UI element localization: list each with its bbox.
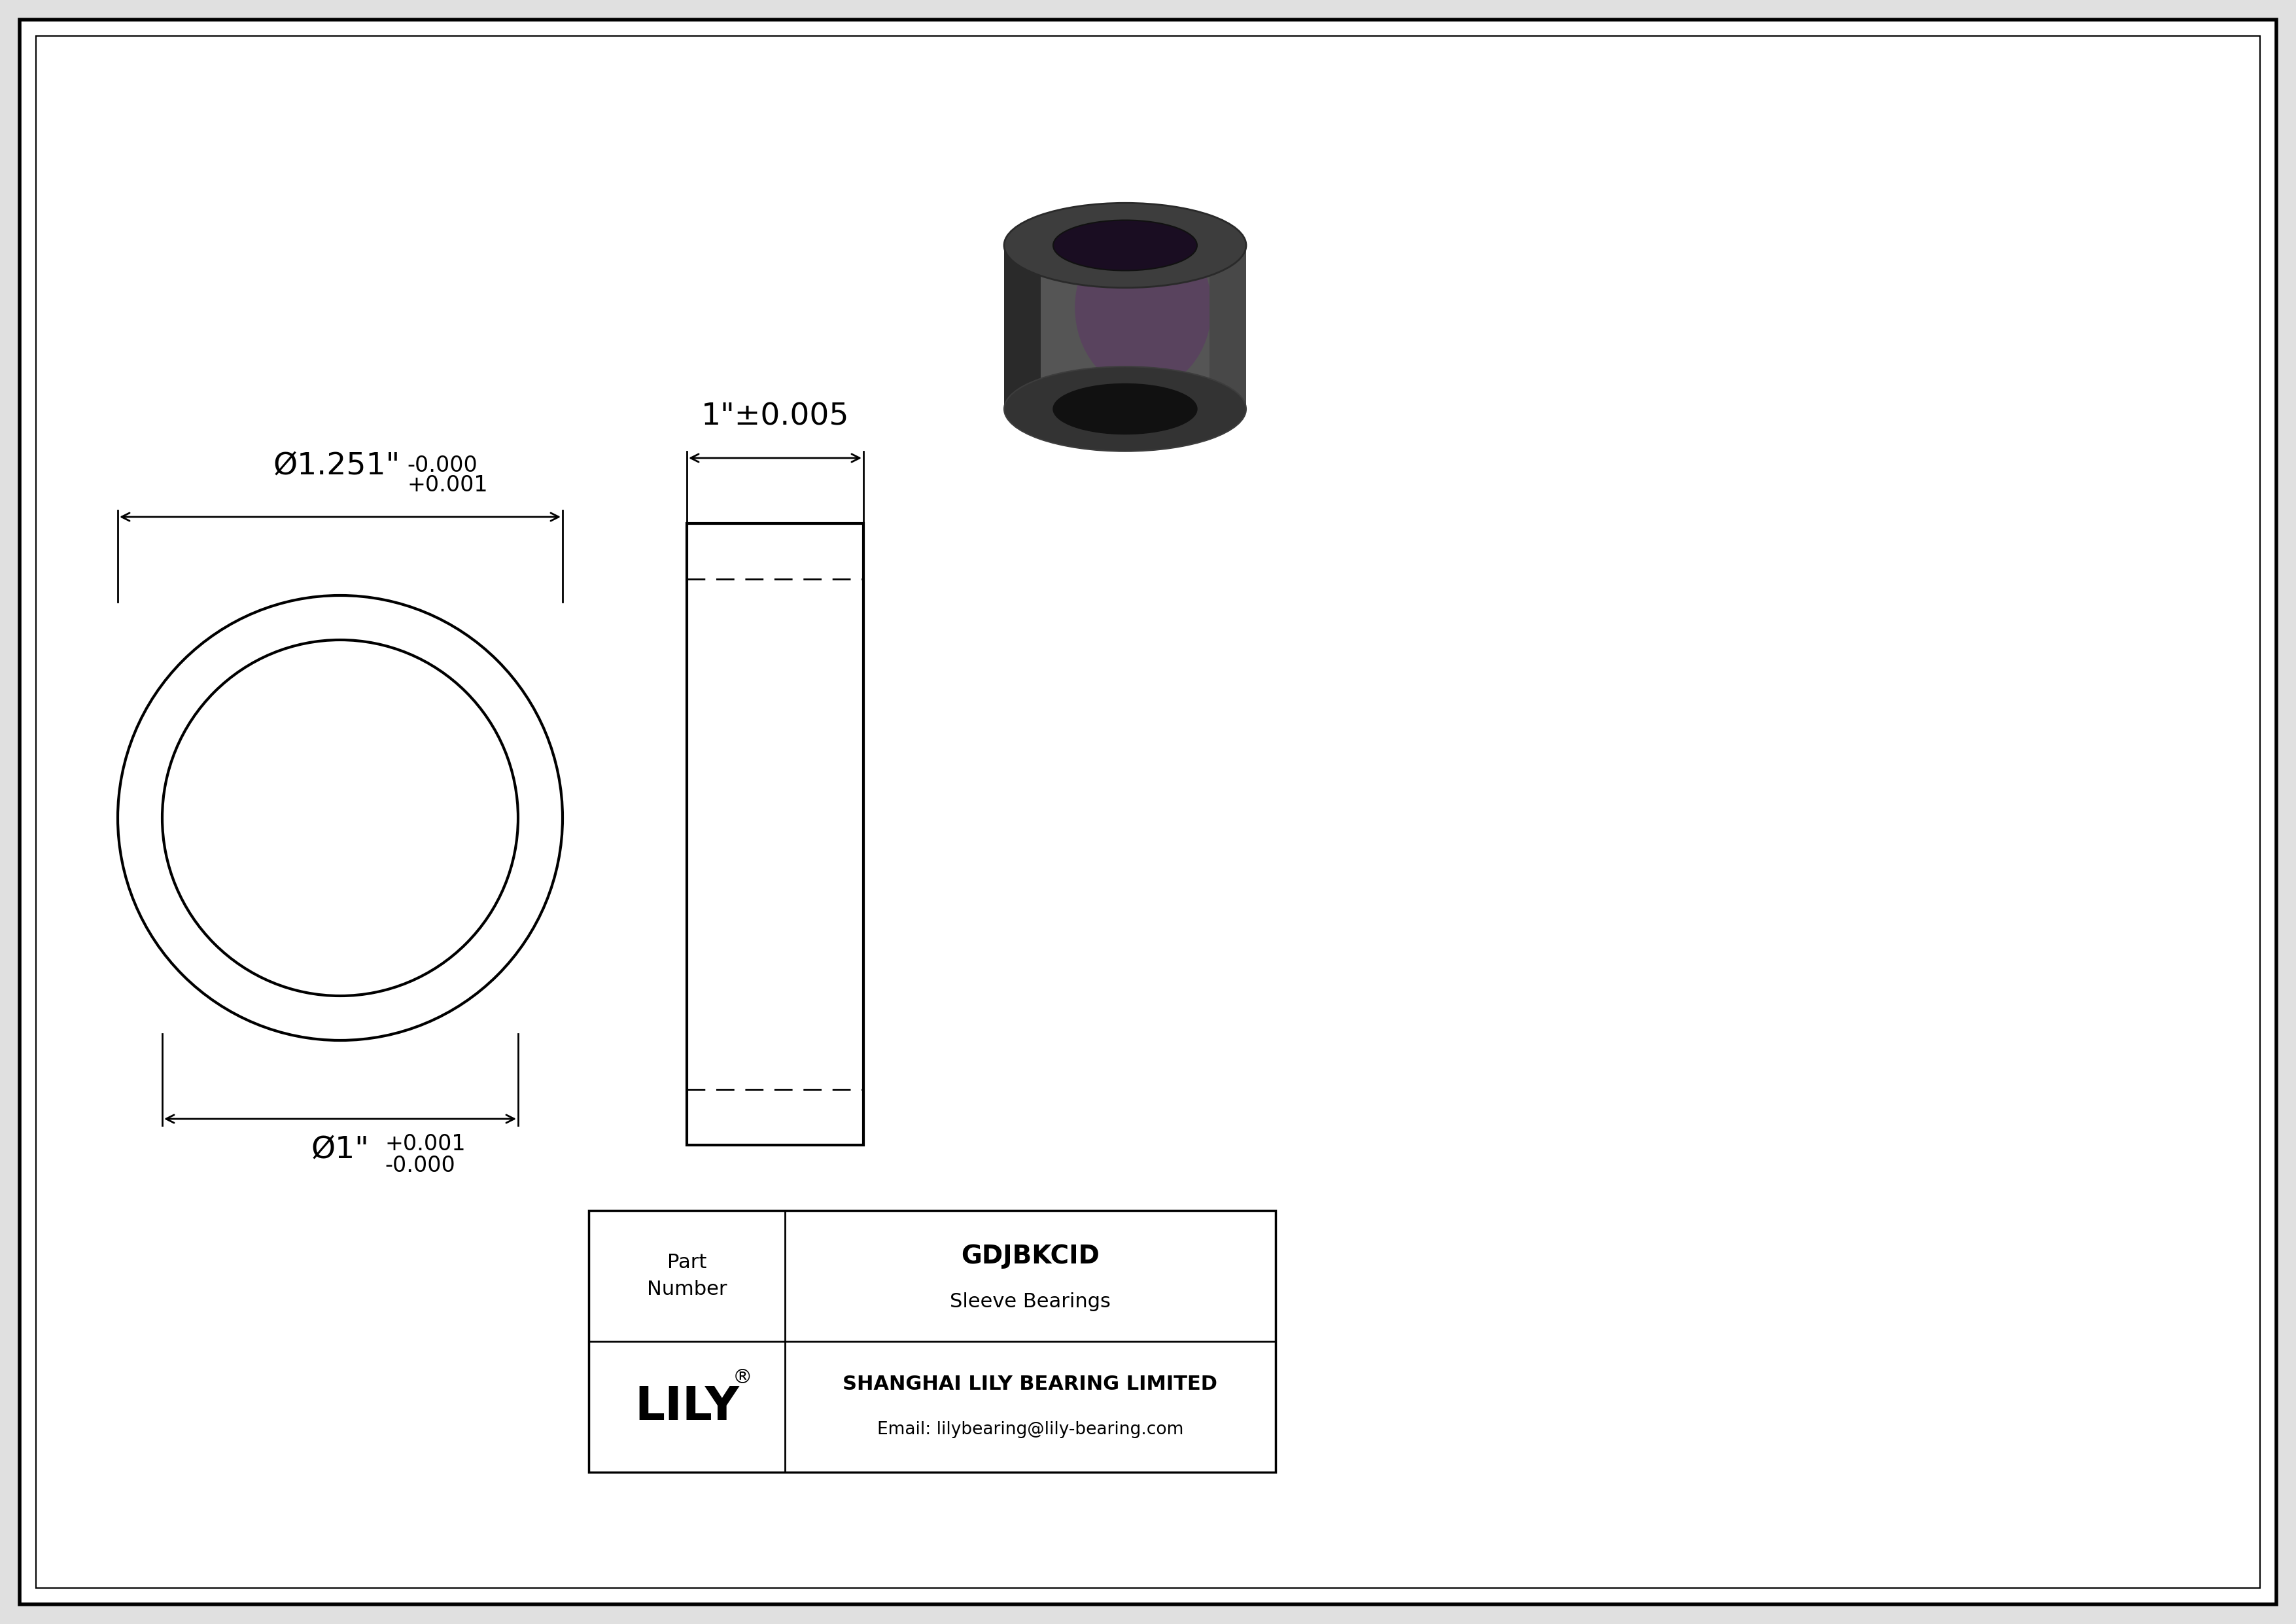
Text: +0.001: +0.001 <box>386 1134 466 1155</box>
Ellipse shape <box>1003 367 1247 451</box>
Text: Sleeve Bearings: Sleeve Bearings <box>951 1293 1111 1312</box>
Ellipse shape <box>1003 203 1247 287</box>
Bar <box>687 523 863 1145</box>
Circle shape <box>163 640 519 996</box>
Text: 1"±0.005: 1"±0.005 <box>700 403 850 432</box>
Ellipse shape <box>1054 383 1196 434</box>
Ellipse shape <box>1054 221 1196 271</box>
Text: Email: lilybearing@lily-bearing.com: Email: lilybearing@lily-bearing.com <box>877 1421 1182 1439</box>
Circle shape <box>117 596 563 1041</box>
Bar <box>588 1210 1277 1473</box>
Text: -0.000: -0.000 <box>406 455 478 476</box>
Text: Part
Number: Part Number <box>647 1254 728 1299</box>
Text: Ø1": Ø1" <box>310 1135 370 1164</box>
Text: +0.001: +0.001 <box>406 474 487 495</box>
Text: LILY: LILY <box>634 1384 739 1429</box>
Text: ®: ® <box>732 1367 753 1387</box>
Text: GDJBKCID: GDJBKCID <box>962 1244 1100 1268</box>
Text: -0.000: -0.000 <box>386 1155 455 1176</box>
Text: SHANGHAI LILY BEARING LIMITED: SHANGHAI LILY BEARING LIMITED <box>843 1374 1217 1393</box>
Bar <box>1003 245 1247 409</box>
Ellipse shape <box>1075 226 1212 390</box>
Polygon shape <box>1003 245 1040 409</box>
Text: Ø1.251": Ø1.251" <box>273 451 400 481</box>
Polygon shape <box>1210 245 1247 409</box>
